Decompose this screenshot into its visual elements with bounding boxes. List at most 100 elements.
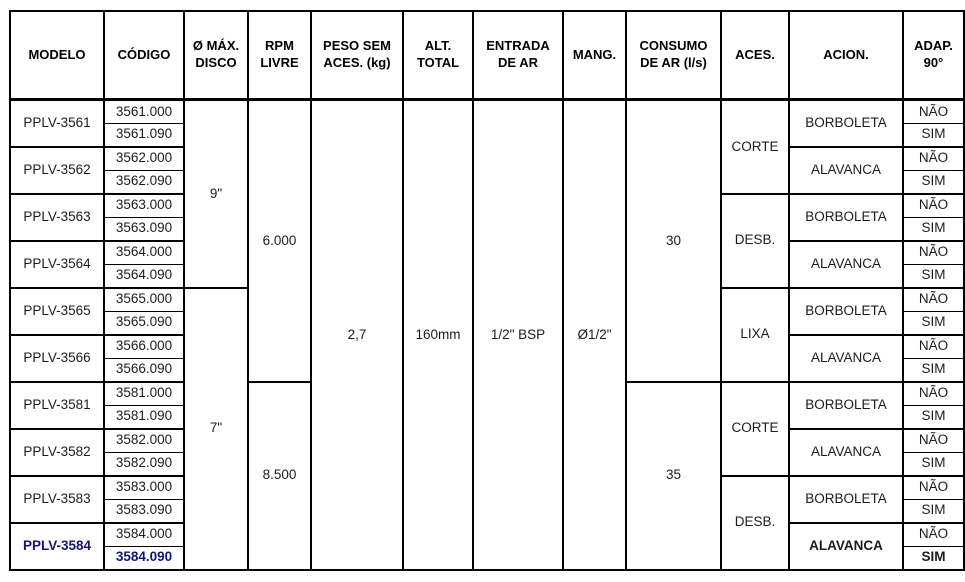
product-spec-table: MODELO CÓDIGO Ø MÁX. DISCO RPM LIVRE PESO SE… bbox=[9, 10, 965, 571]
cell-acion: ALAVANCA bbox=[788, 427, 904, 476]
cell-aces: CORTE bbox=[720, 98, 790, 194]
cell-consumo: 30 bbox=[625, 98, 722, 382]
cell-codigo: 3565.090 bbox=[103, 310, 185, 335]
cell-acion: ALAVANCA bbox=[788, 239, 904, 288]
cell-codigo: 3582.000 bbox=[103, 427, 185, 453]
cell-codigo: 3581.090 bbox=[103, 404, 185, 429]
cell-codigo: 3562.000 bbox=[103, 145, 185, 171]
table-row: 3563.090 SIM bbox=[10, 216, 965, 241]
cell-acion: ALAVANCA bbox=[788, 521, 904, 570]
table-row: PPLV-3584 3584.000 ALAVANCA NÃO bbox=[9, 521, 965, 570]
cell-codigo: 3582.090 bbox=[103, 451, 185, 476]
cell-codigo: 3584.000 bbox=[103, 521, 185, 547]
cell-modelo: PPLV-3582 bbox=[9, 427, 105, 476]
cell-codigo: 3564.000 bbox=[103, 239, 185, 265]
cell-adap: NÃO bbox=[902, 239, 965, 265]
header-alt: ALT. TOTAL bbox=[402, 10, 474, 101]
cell-aces: LIXA bbox=[720, 286, 790, 382]
cell-modelo: PPLV-3561 bbox=[9, 98, 105, 147]
header-entrada: ENTRADA DE AR bbox=[472, 10, 564, 101]
table-row: PPLV-3562 3562.000 ALAVANCA NÃO bbox=[9, 145, 965, 194]
table-body: PPLV-3561 3561.000 9" 6.000 2,7 160mm 1/2" BSP… bbox=[9, 98, 965, 570]
cell-alt: 160mm bbox=[402, 98, 474, 570]
header-mang: MANG. bbox=[562, 10, 627, 101]
cell-modelo: PPLV-3584 bbox=[9, 521, 105, 570]
cell-adap: NÃO bbox=[902, 286, 965, 312]
table-row: 3561.090 SIM bbox=[10, 122, 965, 147]
cell-acion: BORBOLETA bbox=[788, 380, 904, 429]
cell-adap: SIM bbox=[902, 545, 965, 570]
cell-rpm: 8.500 bbox=[247, 380, 312, 570]
cell-adap: NÃO bbox=[902, 98, 965, 124]
table-row: PPLV-3561 3561.000 9" 6.000 2,7 160mm 1/2" BSP… bbox=[9, 98, 965, 570]
header-rpm: RPM LIVRE bbox=[247, 10, 312, 101]
cell-codigo: 3562.090 bbox=[103, 169, 185, 194]
cell-adap: SIM bbox=[902, 310, 965, 335]
cell-adap: SIM bbox=[902, 263, 965, 288]
cell-adap: SIM bbox=[902, 404, 965, 429]
cell-codigo: 3563.000 bbox=[103, 192, 185, 218]
cell-modelo: PPLV-3581 bbox=[9, 380, 105, 429]
cell-adap: NÃO bbox=[902, 145, 965, 171]
cell-adap: NÃO bbox=[902, 333, 965, 359]
cell-codigo: 3583.000 bbox=[103, 474, 185, 500]
table-row: PPLV-3583 3583.000 DESB. BORBOLETA NÃO bbox=[9, 474, 965, 570]
cell-adap: SIM bbox=[902, 169, 965, 194]
cell-codigo: 3584.090 bbox=[103, 545, 185, 570]
cell-mang: Ø1/2" bbox=[562, 98, 627, 570]
header-modelo: MODELO bbox=[9, 10, 105, 101]
cell-disco: 7" bbox=[183, 286, 249, 570]
cell-aces: CORTE bbox=[720, 380, 790, 476]
table-row: 3583.090 SIM bbox=[10, 498, 965, 523]
table-row: 3584.090 SIM bbox=[10, 545, 965, 570]
table-row: PPLV-3564 3564.000 ALAVANCA NÃO bbox=[9, 239, 965, 288]
cell-disco: 9" bbox=[183, 98, 249, 288]
table-row: PPLV-3566 3566.000 ALAVANCA NÃO bbox=[9, 333, 965, 382]
table-row: 3581.090 SIM bbox=[10, 404, 965, 429]
cell-acion: ALAVANCA bbox=[788, 333, 904, 382]
cell-adap: NÃO bbox=[902, 427, 965, 453]
cell-codigo: 3581.000 bbox=[103, 380, 185, 406]
cell-modelo: PPLV-3565 bbox=[9, 286, 105, 335]
cell-adap: NÃO bbox=[902, 521, 965, 547]
header-row: MODELO CÓDIGO Ø MÁX. DISCO RPM LIVRE PESO SE… bbox=[9, 10, 965, 101]
cell-adap: NÃO bbox=[902, 380, 965, 406]
table-row: 3562.090 SIM bbox=[10, 169, 965, 194]
cell-aces: DESB. bbox=[720, 474, 790, 570]
table-row: 3565.090 SIM bbox=[10, 310, 965, 335]
cell-modelo: PPLV-3583 bbox=[9, 474, 105, 523]
cell-codigo: 3563.090 bbox=[103, 216, 185, 241]
cell-consumo: 35 bbox=[625, 380, 722, 570]
cell-modelo: PPLV-3566 bbox=[9, 333, 105, 382]
cell-adap: SIM bbox=[902, 498, 965, 523]
header-adap: ADAP. 90° bbox=[902, 10, 965, 101]
table-row: PPLV-3565 3565.000 7" LIXA BORBOLETA NÃO bbox=[9, 286, 965, 570]
table-row: PPLV-3581 3581.000 8.500 35 CORTE BORBOLETA NÃ… bbox=[9, 380, 965, 570]
cell-modelo: PPLV-3563 bbox=[9, 192, 105, 241]
cell-codigo: 3564.090 bbox=[103, 263, 185, 288]
header-disco: Ø MÁX. DISCO bbox=[183, 10, 249, 101]
header-codigo: CÓDIGO bbox=[103, 10, 185, 101]
table-header: MODELO CÓDIGO Ø MÁX. DISCO RPM LIVRE PESO SE… bbox=[9, 10, 965, 101]
cell-aces: DESB. bbox=[720, 192, 790, 288]
cell-codigo: 3565.000 bbox=[103, 286, 185, 312]
cell-acion: BORBOLETA bbox=[788, 192, 904, 241]
cell-adap: SIM bbox=[902, 357, 965, 382]
table-row: PPLV-3582 3582.000 ALAVANCA NÃO bbox=[9, 427, 965, 476]
cell-acion: BORBOLETA bbox=[788, 286, 904, 335]
cell-codigo: 3566.090 bbox=[103, 357, 185, 382]
cell-acion: ALAVANCA bbox=[788, 145, 904, 194]
table-row: PPLV-3563 3563.000 DESB. BORBOLETA NÃO bbox=[9, 192, 965, 288]
cell-codigo: 3566.000 bbox=[103, 333, 185, 359]
cell-modelo: PPLV-3564 bbox=[9, 239, 105, 288]
cell-adap: NÃO bbox=[902, 474, 965, 500]
cell-modelo: PPLV-3562 bbox=[9, 145, 105, 194]
cell-adap: SIM bbox=[902, 122, 965, 147]
cell-acion: BORBOLETA bbox=[788, 474, 904, 523]
header-peso: PESO SEM ACES. (kg) bbox=[310, 10, 404, 101]
cell-rpm: 6.000 bbox=[247, 98, 312, 382]
table-row: 3564.090 SIM bbox=[10, 263, 965, 288]
header-aces: ACES. bbox=[720, 10, 790, 101]
cell-acion: BORBOLETA bbox=[788, 98, 904, 147]
